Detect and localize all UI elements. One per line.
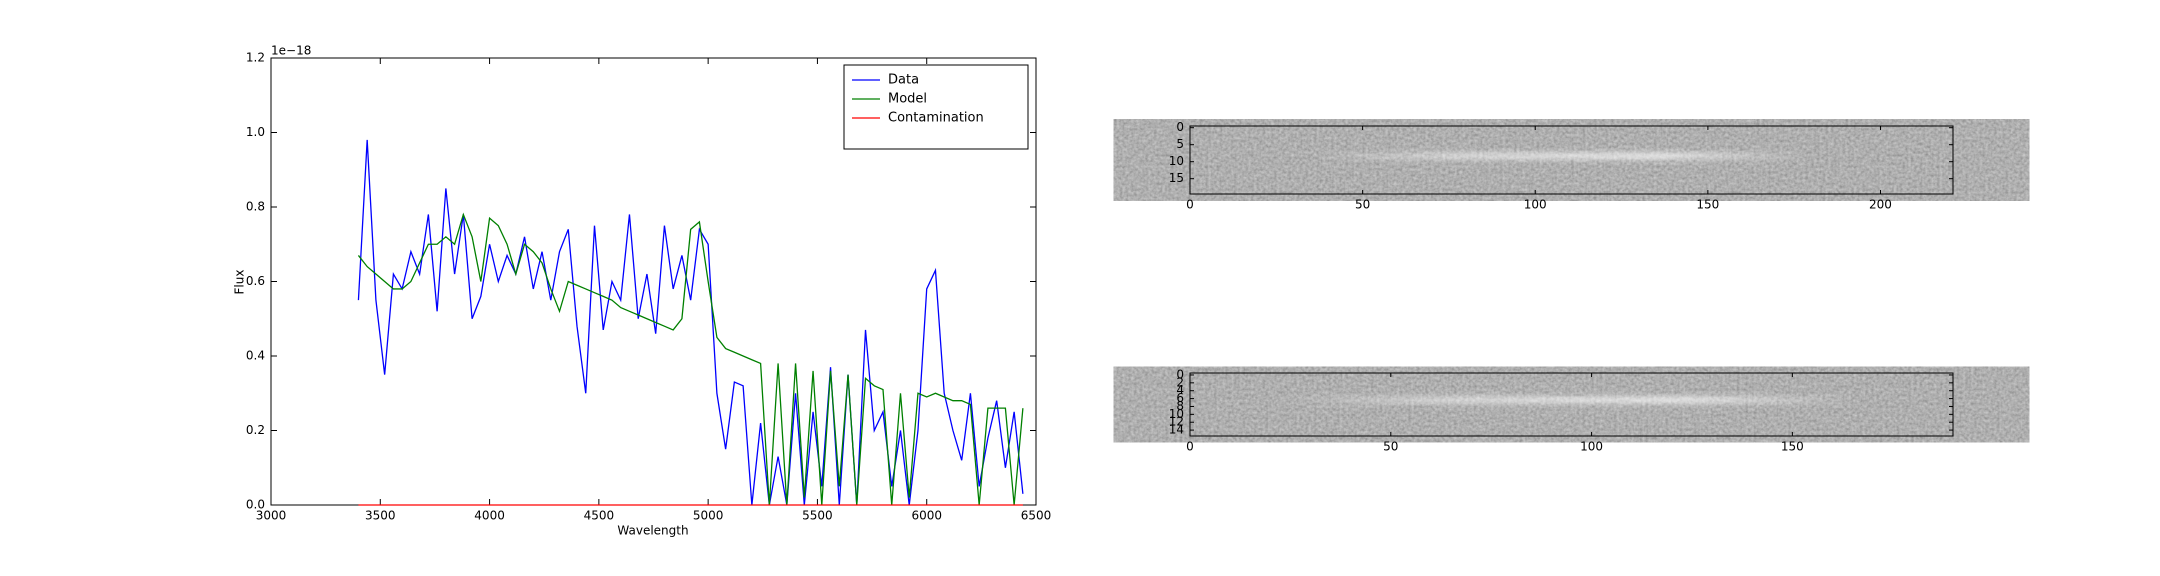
y-tick-label: 12 — [1169, 415, 1184, 429]
x-tick-label: 100 — [1580, 440, 1603, 454]
y-tick-label: 10 — [1169, 154, 1184, 168]
y-tick-label: 8 — [1176, 399, 1184, 413]
x-tick-label: 200 — [1869, 198, 1892, 212]
x-tick-label: 4500 — [584, 509, 615, 523]
spectrum-image — [1190, 126, 1953, 436]
data-line — [357, 212, 1024, 506]
x-tick-label: 50 — [1355, 198, 1370, 212]
y-axis-label: Flux — [233, 270, 247, 295]
y-tick-label: 1.2 — [246, 51, 265, 65]
legend-label: Data — [888, 73, 919, 88]
x-tick-label: 150 — [1696, 198, 1719, 212]
x-tick-label: 5000 — [693, 509, 724, 523]
x-tick-label: 3000 — [256, 509, 287, 523]
x-axis-label: Wavelength — [617, 524, 688, 538]
y-tick-label: 0.8 — [246, 200, 265, 214]
legend-label: Model — [888, 92, 927, 107]
y-tick-label: 6 — [1176, 391, 1184, 405]
y-tick-label: 10 — [1169, 407, 1184, 421]
y-tick-label: 5 — [1176, 137, 1184, 151]
y-tick-label: 2 — [1176, 375, 1184, 389]
offset-text: 1e−18 — [271, 44, 311, 58]
x-tick-label: 150 — [1781, 440, 1804, 454]
y-tick-label: 15 — [1169, 171, 1184, 185]
y-tick-label: 4 — [1176, 383, 1184, 397]
axes-frame — [1189, 125, 1954, 195]
y-tick-label: 0 — [1176, 120, 1184, 134]
x-tick-label: 5500 — [802, 509, 833, 523]
legend-label: Contamination — [888, 111, 984, 126]
y-tick-label: 14 — [1169, 423, 1184, 437]
data-line — [357, 139, 1024, 506]
y-tick-label: 1.0 — [246, 125, 265, 139]
x-tick-label: 4000 — [474, 509, 505, 523]
y-tick-label: 0.2 — [246, 423, 265, 437]
x-tick-label: 6500 — [1021, 509, 1052, 523]
axes-frame — [1189, 372, 1954, 437]
x-tick-label: 100 — [1524, 198, 1547, 212]
x-tick-label: 0 — [1186, 440, 1194, 454]
legend-box — [843, 64, 1029, 150]
y-tick-label: 0.6 — [246, 274, 265, 288]
y-tick-label: 0 — [1176, 367, 1184, 381]
x-tick-label: 50 — [1383, 440, 1398, 454]
y-tick-label: 0.4 — [246, 349, 265, 363]
x-tick-label: 6000 — [911, 509, 942, 523]
x-tick-label: 0 — [1186, 198, 1194, 212]
x-tick-label: 3500 — [365, 509, 396, 523]
y-tick-label: 0.0 — [246, 498, 265, 512]
